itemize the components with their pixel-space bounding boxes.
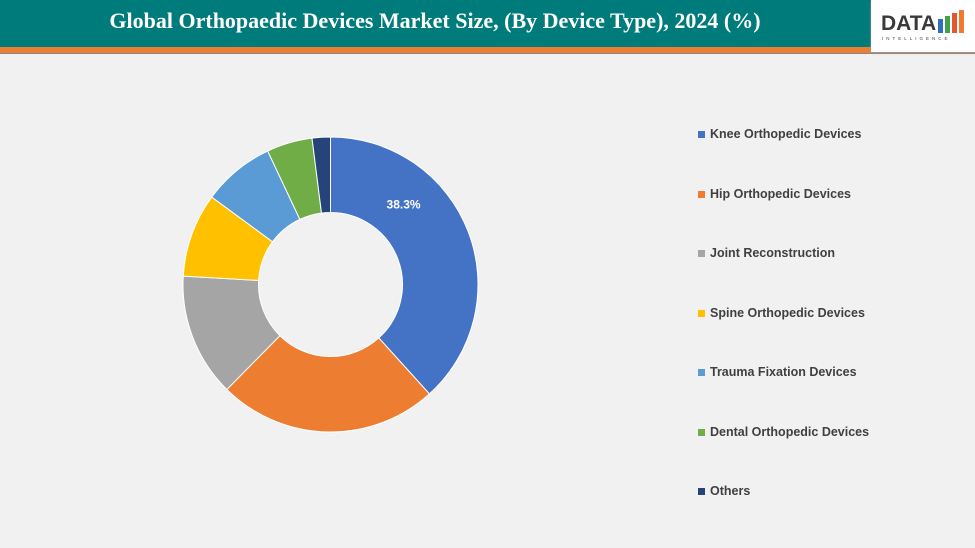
legend-item: Trauma Fixation Devices	[698, 365, 869, 425]
legend: Knee Orthopedic Devices Hip Orthopedic De…	[698, 127, 869, 544]
logo: DATA INTELLIGENCE	[871, 0, 975, 52]
legend-swatch	[698, 250, 705, 257]
legend-swatch	[698, 369, 705, 376]
page-title: Global Orthopaedic Devices Market Size, …	[109, 8, 761, 33]
legend-item: Knee Orthopedic Devices	[698, 127, 869, 187]
legend-label: Trauma Fixation Devices	[710, 365, 857, 379]
legend-item: Dental Orthopedic Devices	[698, 425, 869, 485]
legend-item: Joint Reconstruction	[698, 246, 869, 306]
legend-label: Others	[710, 484, 751, 498]
legend-label: Hip Orthopedic Devices	[710, 186, 852, 201]
legend-swatch	[698, 131, 705, 138]
legend-swatch	[698, 190, 705, 198]
legend-swatch	[698, 428, 705, 436]
legend-label: Knee Orthopedic Devices	[710, 127, 862, 141]
slice-knee-orthopedic-devices	[330, 136, 479, 395]
legend-label: Spine Orthopedic Devices	[710, 305, 865, 320]
data-label: 38.3%	[387, 197, 421, 211]
slice-others	[311, 136, 331, 214]
header-bar	[0, 0, 975, 47]
legend-item: Others	[698, 484, 869, 544]
legend-item: Hip Orthopedic Devices	[698, 187, 869, 247]
legend-swatch	[698, 309, 705, 317]
legend-item: Spine Orthopedic Devices	[698, 306, 869, 366]
legend-label: Joint Reconstruction	[710, 246, 836, 260]
legend-label: Dental Orthopedic Devices	[710, 424, 870, 439]
slice-hip-orthopedic-devices	[226, 335, 431, 433]
logo-subtext: INTELLIGENCE	[882, 36, 951, 41]
header-stripe	[0, 47, 975, 54]
donut-chart: 38.3%	[182, 136, 479, 433]
legend-swatch	[698, 488, 705, 495]
logo-text: DATA	[881, 12, 937, 35]
